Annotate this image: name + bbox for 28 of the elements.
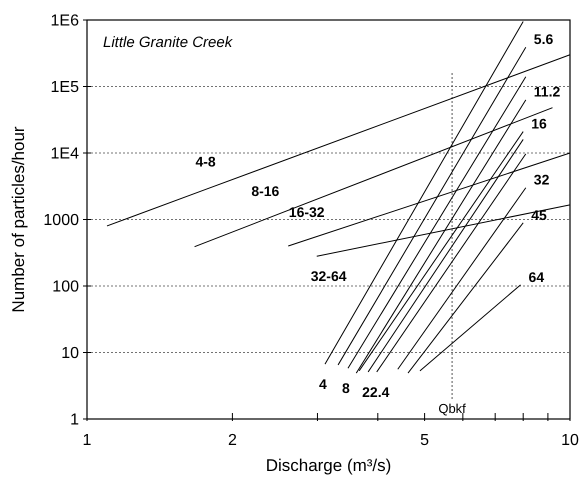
x-tick-label: 1 [82,432,92,449]
y-tick-label: 1E5 [50,79,80,96]
annotation: 11.2 [534,84,560,100]
x-tick-label: 10 [561,432,579,449]
annotation: 32-64 [310,268,347,284]
annotation: 32 [534,172,550,188]
ref-line-label: Qbkf [438,401,466,416]
annotation: 4 [319,376,328,392]
x-axis-title: Discharge (m³/s) [266,456,392,475]
annotation: 45 [531,206,547,223]
y-axis-title: Number of particles/hour [9,126,28,313]
annotation: 64 [528,268,544,285]
y-tick-label: 1 [70,412,80,429]
x-tick-label: 2 [228,432,237,449]
y-tick-label: 100 [52,278,80,296]
y-tick-label: 10 [61,345,80,362]
annotation: 22.4 [362,384,390,400]
y-tick-label: 1000 [43,212,80,230]
annotation: 4-8 [195,153,216,170]
annotation: 5.6 [534,31,554,48]
text: Little Granite Creek [103,34,234,51]
x-tick-label: 5 [420,432,430,449]
annotation: 16-32 [288,204,325,220]
annotation: 8 [342,380,350,396]
y-tick-label: 1E4 [50,146,80,163]
annotation: 16 [531,115,547,132]
y-tick-label: 1E6 [50,12,80,30]
annotation: 8-16 [251,183,280,200]
